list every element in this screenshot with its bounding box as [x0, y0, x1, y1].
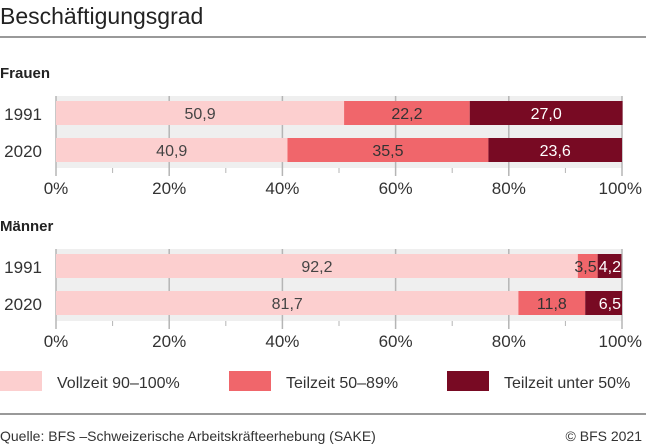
- chart-title: Beschäftigungsgrad: [0, 3, 203, 29]
- data-label: 40,9: [156, 143, 187, 160]
- category-label: 2020: [4, 142, 42, 161]
- panel-männer: Männer 1991 92,2 3,5 4,2 2020 81,7 11,8 6,5 0% 20%…: [0, 218, 642, 351]
- data-label: 50,9: [184, 106, 215, 123]
- bar-segment: [469, 101, 623, 125]
- x-tick-label: 40%: [265, 332, 299, 351]
- x-tick-label: 0%: [44, 332, 69, 351]
- bar-segment: [56, 138, 288, 162]
- x-tick-label: 0%: [44, 179, 69, 198]
- footer-source: Quelle: BFS –Schweizerische Arbeitskräft…: [0, 428, 376, 444]
- category-label: 1991: [4, 105, 42, 124]
- bar-segment: [56, 254, 578, 278]
- x-tick-label: 20%: [152, 332, 186, 351]
- data-label: 4,2: [599, 259, 621, 276]
- x-tick-label: 60%: [379, 179, 413, 198]
- legend-label: Teilzeit unter 50%: [504, 375, 630, 392]
- legend-label: Teilzeit 50–89%: [286, 375, 398, 392]
- x-tick-label: 100%: [599, 332, 642, 351]
- legend-swatch: [229, 371, 271, 391]
- footer-copyright: © BFS 2021: [566, 428, 643, 444]
- x-tick-label: 20%: [152, 179, 186, 198]
- x-tick-label: 80%: [492, 179, 526, 198]
- legend: Vollzeit 90–100% Teilzeit 50–89% Teilzeit …: [0, 371, 630, 392]
- bar-segment: [488, 138, 622, 162]
- bar-segment: [518, 291, 586, 315]
- bar-segment: [577, 254, 598, 278]
- data-label: 81,7: [272, 296, 303, 313]
- panel-frauen: Frauen 1991 50,9 22,2 27,0 2020 40,9 35,5 23,6 0%…: [0, 65, 642, 198]
- data-label: 11,8: [537, 296, 567, 313]
- bar-segment: [287, 138, 489, 162]
- x-tick-label: 80%: [492, 332, 526, 351]
- category-label: 1991: [4, 258, 42, 277]
- data-label: 92,2: [301, 259, 332, 276]
- legend-swatch: [0, 371, 42, 391]
- legend-label: Vollzeit 90–100%: [57, 375, 180, 392]
- data-label: 22,2: [391, 106, 422, 123]
- data-label: 23,6: [540, 143, 571, 160]
- x-tick-label: 60%: [379, 332, 413, 351]
- bar-segment: [56, 291, 519, 315]
- bar-segment: [344, 101, 470, 125]
- panel-title: Männer: [0, 218, 54, 235]
- data-label: 6,5: [599, 296, 621, 313]
- bar-segment: [597, 254, 622, 278]
- data-label: 35,5: [372, 143, 403, 160]
- panel-title: Frauen: [0, 65, 50, 82]
- data-label: 27,0: [531, 106, 562, 123]
- bar-segment: [585, 291, 622, 315]
- category-label: 2020: [4, 295, 42, 314]
- bar-segment: [56, 101, 345, 125]
- x-tick-label: 40%: [265, 179, 299, 198]
- legend-swatch: [447, 371, 489, 391]
- x-tick-label: 100%: [599, 179, 642, 198]
- data-label: 3,5: [574, 259, 596, 276]
